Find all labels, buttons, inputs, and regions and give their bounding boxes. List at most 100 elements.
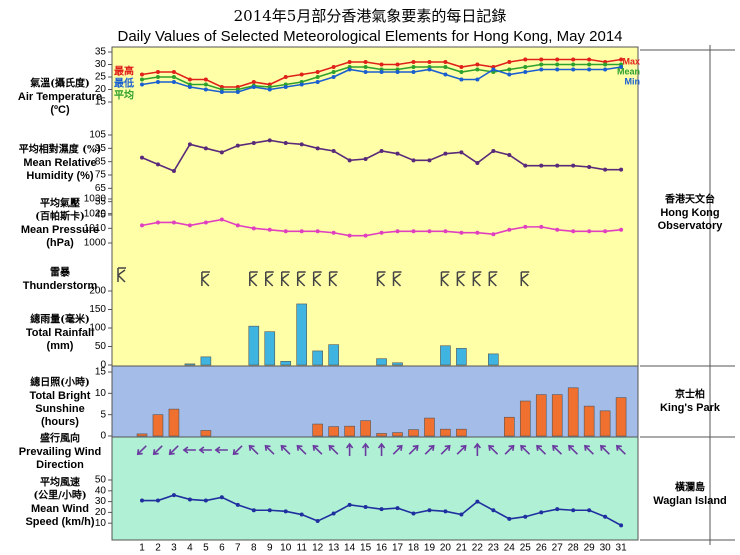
point bbox=[315, 80, 320, 84]
point bbox=[459, 230, 464, 235]
x-tick-label: 31 bbox=[616, 543, 628, 554]
bar bbox=[328, 344, 339, 366]
point bbox=[299, 82, 304, 87]
point bbox=[411, 229, 416, 234]
point bbox=[395, 70, 400, 74]
wind-arrow bbox=[568, 444, 578, 455]
y-tick-label: 0 bbox=[100, 431, 106, 442]
x-tick-label: 1 bbox=[139, 543, 145, 554]
panel-label: Humidity (%) bbox=[26, 170, 94, 182]
x-tick-label: 16 bbox=[376, 543, 388, 554]
wind-arrow bbox=[361, 442, 370, 456]
point bbox=[603, 62, 608, 67]
point bbox=[475, 499, 480, 504]
thunderstorm bbox=[265, 271, 274, 287]
point bbox=[523, 70, 528, 74]
bar bbox=[376, 358, 387, 366]
wind-arrow bbox=[520, 444, 531, 455]
point bbox=[603, 514, 608, 519]
wind-arrow bbox=[424, 444, 435, 455]
wind-arrow bbox=[552, 444, 563, 455]
wind-arrow bbox=[345, 442, 354, 456]
bar bbox=[312, 350, 323, 366]
point bbox=[203, 77, 208, 82]
point bbox=[203, 220, 208, 225]
y-tick-label: 15 bbox=[95, 367, 107, 378]
point bbox=[539, 57, 544, 62]
point bbox=[363, 157, 368, 161]
wind-arrow bbox=[377, 442, 386, 456]
point bbox=[299, 72, 304, 77]
panel-label-zh: 總日照(小時) bbox=[30, 376, 89, 389]
y-tick-label: 100 bbox=[89, 323, 106, 334]
bar bbox=[296, 303, 308, 366]
panel-label-zh: 雷暴 bbox=[50, 266, 71, 279]
y-tick-label: 85 bbox=[95, 156, 107, 167]
point bbox=[251, 508, 256, 513]
point bbox=[155, 162, 160, 167]
bar bbox=[583, 405, 595, 437]
point bbox=[283, 229, 288, 234]
y-tick-label: 1010 bbox=[84, 223, 107, 234]
thunderstorm bbox=[440, 271, 450, 287]
point bbox=[443, 72, 448, 77]
bar bbox=[424, 417, 435, 437]
point bbox=[411, 65, 416, 69]
wind-arrow bbox=[440, 444, 451, 455]
bar bbox=[168, 408, 180, 437]
bar bbox=[344, 425, 355, 437]
y-tick-label: 200 bbox=[89, 286, 106, 297]
legend-en: Max bbox=[622, 56, 640, 66]
point bbox=[603, 67, 608, 72]
point bbox=[619, 227, 624, 232]
y-tick-label: 0 bbox=[100, 360, 106, 371]
thunderstorm bbox=[472, 271, 482, 287]
point bbox=[443, 151, 448, 156]
x-tick-label: 5 bbox=[203, 543, 209, 554]
x-tick-label: 7 bbox=[235, 543, 241, 554]
point bbox=[203, 498, 208, 503]
y-tick-label: 105 bbox=[89, 130, 106, 141]
point bbox=[379, 149, 384, 153]
point bbox=[571, 67, 576, 72]
panel-label: (hours) bbox=[41, 416, 79, 428]
panel-label-zh: 平均相對濕度 (%) bbox=[19, 143, 101, 156]
bar bbox=[376, 433, 387, 437]
point bbox=[347, 67, 352, 72]
bar bbox=[248, 325, 260, 366]
point bbox=[555, 67, 560, 72]
bar bbox=[440, 428, 451, 437]
panel-waglan bbox=[111, 436, 639, 541]
point bbox=[235, 502, 240, 507]
point bbox=[187, 77, 192, 82]
y-tick-label: 95 bbox=[95, 143, 107, 154]
point bbox=[267, 138, 272, 143]
panel-label: Total Bright bbox=[30, 390, 91, 402]
x-tick-label: 23 bbox=[488, 543, 500, 554]
point bbox=[411, 60, 416, 64]
point bbox=[140, 77, 144, 82]
point bbox=[507, 516, 512, 521]
y-tick-label: 35 bbox=[95, 47, 107, 58]
point bbox=[379, 62, 384, 67]
wind-arrow bbox=[328, 444, 339, 455]
panel-kings-park bbox=[111, 365, 639, 438]
y-tick-label: 75 bbox=[95, 170, 107, 181]
point bbox=[331, 230, 336, 235]
panel-label: Total Rainfall bbox=[26, 327, 94, 339]
wind-arrow bbox=[615, 444, 626, 455]
point bbox=[235, 90, 240, 94]
panel-label-zh: 氣溫(攝氏度) bbox=[30, 77, 89, 90]
point bbox=[587, 229, 592, 234]
bar bbox=[392, 432, 403, 437]
point bbox=[587, 62, 592, 67]
y-tick-label: 1000 bbox=[84, 238, 107, 249]
y-tick-label: 5 bbox=[100, 409, 106, 420]
wind-arrow bbox=[198, 446, 212, 454]
point bbox=[251, 85, 256, 89]
point bbox=[459, 512, 464, 517]
point bbox=[587, 67, 592, 72]
wind-arrow bbox=[599, 444, 610, 455]
y-tick-label: 20 bbox=[95, 84, 107, 95]
point bbox=[331, 75, 336, 79]
